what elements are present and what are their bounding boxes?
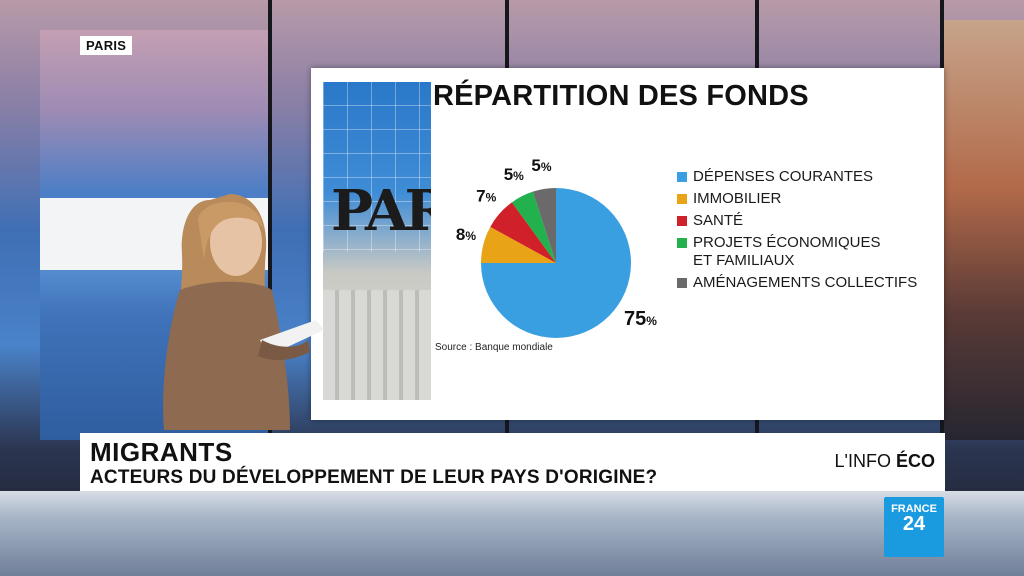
infographic-panel: PAR RÉPARTITION DES FONDS 75% 8% 7% 5% 5% DÉ…: [311, 68, 944, 420]
source-note: Source : Banque mondiale: [435, 342, 553, 353]
legend-label: AMÉNAGEMENTS COLLECTIFS: [693, 274, 918, 291]
pie-slice: [532, 188, 556, 263]
legend-swatch: [677, 216, 687, 226]
france24-logo: FRANCE 24: [884, 497, 944, 557]
logo-line2: 24: [902, 513, 926, 535]
program-tag: L'INFO ÉCO: [835, 451, 935, 472]
legend-item: SANTÉ: [677, 212, 953, 230]
banner-subtitle: ACTEURS DU DÉVELOPPEMENT DE LEUR PAYS D'…: [90, 467, 658, 488]
pie-label: 75%: [624, 308, 657, 330]
legend-item: DÉPENSES COURANTES: [677, 168, 953, 186]
desk-reflection: [480, 495, 860, 555]
city-backdrop: [944, 20, 1024, 440]
legend-swatch: [677, 238, 687, 248]
location-tag: PARIS: [80, 36, 133, 55]
pie-label: 7%: [476, 186, 496, 205]
legend-label: PROJETS ÉCONOMIQUES ET FAMILIAUX: [693, 234, 881, 269]
presenter-figure: [163, 194, 324, 430]
legend-swatch: [677, 194, 687, 204]
legend-label: SANTÉ: [693, 212, 744, 229]
logo-line1: FRANCE: [891, 503, 937, 515]
infographic-title: RÉPARTITION DES FONDS: [433, 80, 809, 112]
pie-slice: [511, 191, 556, 263]
pie-label: 8%: [456, 225, 476, 244]
pillar: [268, 0, 272, 460]
pie-slice: [481, 226, 556, 263]
pie-slice: [490, 202, 556, 263]
pie-chart: 75% 8% 7% 5% 5%: [456, 156, 657, 338]
pie-label: 5%: [531, 156, 551, 175]
building-photo: PAR: [323, 82, 431, 400]
lower-third-banner: MIGRANTS ACTEURS DU DÉVELOPPEMENT DE LEU…: [80, 433, 945, 491]
legend-swatch: [677, 172, 687, 182]
pie-label: 5%: [504, 165, 524, 184]
program-tag-bold: ÉCO: [895, 451, 935, 471]
studio-desk: [0, 491, 1024, 576]
legend-item: AMÉNAGEMENTS COLLECTIFS: [677, 274, 953, 292]
legend-label: DÉPENSES COURANTES: [693, 168, 874, 185]
legend-swatch: [677, 278, 687, 288]
legend-item: IMMOBILIER: [677, 190, 953, 208]
program-tag-light: L'INFO: [834, 451, 896, 471]
legend-item: PROJETS ÉCONOMIQUES ET FAMILIAUX: [677, 234, 953, 270]
banner-title: MIGRANTS: [90, 437, 233, 467]
chart-legend: DÉPENSES COURANTES IMMOBILIER SANTÉ PROJETS…: [677, 168, 953, 296]
legend-label: IMMOBILIER: [693, 190, 782, 207]
